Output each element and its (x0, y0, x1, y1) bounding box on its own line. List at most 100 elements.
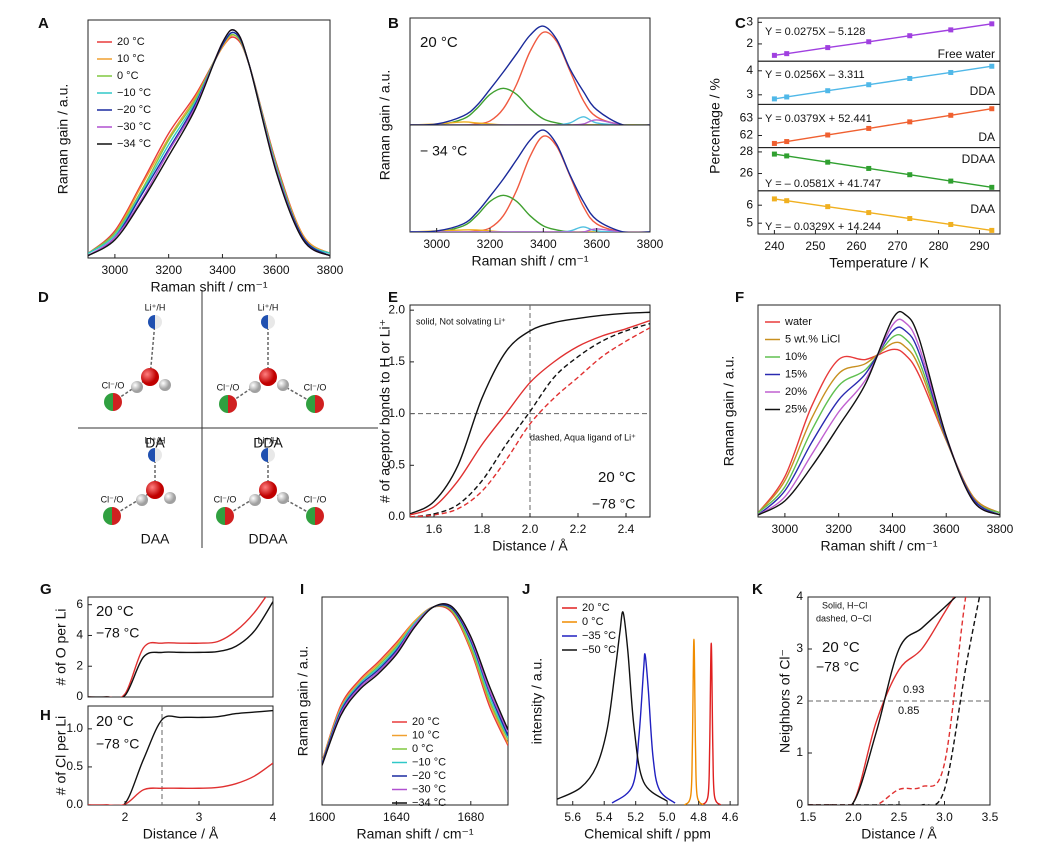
data-point (989, 227, 995, 233)
x-tick-label: 5.2 (627, 810, 644, 824)
series-line (410, 311, 650, 515)
data-point (866, 165, 872, 171)
x-tick-label: 3400 (530, 237, 557, 251)
plot-area (557, 611, 722, 805)
series-line (410, 194, 650, 232)
legend-label: 10% (785, 351, 807, 363)
hydrogen-atom (159, 379, 171, 391)
x-tick-label: 3000 (102, 263, 129, 277)
annotation: Y = 0.0379X + 52.441 (765, 113, 872, 125)
legend-label: −20 °C (412, 770, 446, 782)
series-line (88, 29, 330, 257)
y-tick-label: 4 (746, 63, 753, 77)
x-tick-label: 240 (764, 239, 784, 253)
hydrogen-atom (164, 492, 176, 504)
data-point (907, 172, 913, 178)
x-tick-label: 3400 (209, 263, 236, 277)
data-point (948, 178, 954, 184)
oxygen-atom (259, 368, 277, 386)
anion-atom (306, 507, 324, 525)
plot-area (771, 21, 995, 58)
plot-area (771, 196, 995, 233)
structure-name: DDA (253, 435, 283, 451)
y-tick-label: 1.5 (388, 354, 405, 368)
atom-label: Li⁺/H (145, 435, 166, 445)
legend-label: −35 °C (582, 630, 616, 642)
series-line (808, 597, 955, 805)
atom-label: Cl⁻/O (214, 494, 237, 504)
y-tick-label: 0 (796, 797, 803, 811)
data-point (825, 132, 831, 138)
hydrogen-atom (131, 381, 143, 393)
series-line (322, 604, 508, 764)
annotation: 20 °C (96, 713, 134, 730)
plot-area (771, 151, 995, 190)
panel-letter: G (40, 581, 52, 598)
annotation: −78 °C (96, 625, 139, 641)
cation-atom (148, 315, 162, 329)
x-axis-label: Raman shift / cm⁻¹ (471, 253, 588, 269)
series-line (410, 327, 650, 517)
plot-area (410, 129, 650, 232)
panel-letter: D (38, 289, 49, 306)
legend-label: −34 °C (117, 138, 151, 150)
series-line (758, 310, 1000, 516)
x-axis-label: Distance / Å (143, 826, 219, 842)
x-tick-label: 1.6 (426, 522, 443, 536)
panel-letter: K (752, 581, 763, 598)
series-line (88, 709, 273, 805)
anion-atom (104, 393, 122, 411)
panel-letter: F (735, 289, 744, 306)
annotation: 20 °C (822, 639, 860, 656)
data-point (825, 45, 831, 51)
y-axis-label: Neighbors of Cl⁻ (777, 649, 793, 753)
data-point (907, 119, 913, 125)
x-tick-label: 2.0 (845, 810, 862, 824)
series-line (88, 601, 273, 697)
y-tick-label: 2 (796, 693, 803, 707)
series-line (410, 87, 650, 125)
series-line (410, 229, 650, 232)
legend-label: 15% (785, 368, 807, 380)
legend-label: 20 °C (412, 716, 440, 728)
series-line (808, 597, 967, 805)
atom-label: Cl⁻/O (304, 494, 327, 504)
x-tick-label: 2.4 (618, 522, 635, 536)
panel-letter: A (38, 15, 49, 32)
annotation: 20 °C (598, 469, 636, 486)
y-tick-label: 1.0 (66, 721, 83, 735)
legend-label: −20 °C (117, 104, 151, 116)
atom-label: Cl⁻/O (217, 382, 240, 392)
plot-frame (87, 596, 274, 698)
plot-area (771, 106, 995, 146)
series-line (758, 318, 1000, 516)
annotation: 20 °C (420, 34, 458, 51)
annotation: − 34 °C (420, 143, 467, 159)
y-axis-label: Raman gain / a.u. (721, 356, 737, 467)
legend-label: water (784, 316, 812, 328)
oxygen-atom (259, 481, 277, 499)
panel-letter: C (735, 15, 746, 32)
x-tick-label: 1.5 (800, 810, 817, 824)
plot-area (322, 603, 508, 766)
anion-atom (216, 507, 234, 525)
y-tick-label: 0.5 (388, 457, 405, 471)
legend-label: 10 °C (412, 729, 440, 741)
y-axis-label: intensity / a.u. (529, 658, 545, 744)
y-tick-label: 0.0 (388, 509, 405, 523)
x-tick-label: 2.0 (522, 522, 539, 536)
y-tick-label: 2 (746, 36, 753, 50)
annotation: Y = – 0.0581X + 41.747 (765, 178, 881, 190)
data-point (771, 151, 777, 157)
legend-label: 0 °C (117, 70, 139, 82)
y-axis-label: # of O per Li (53, 608, 69, 685)
series-line (557, 611, 668, 802)
legend-label: 10 °C (117, 53, 145, 65)
series-line (410, 228, 650, 232)
legend-label: −10 °C (412, 756, 446, 768)
annotation: −78 °C (592, 496, 635, 512)
y-tick-label: 62 (740, 128, 754, 142)
x-tick-label: 3400 (879, 522, 906, 536)
legend-label: 25% (785, 403, 807, 415)
data-point (866, 125, 872, 131)
